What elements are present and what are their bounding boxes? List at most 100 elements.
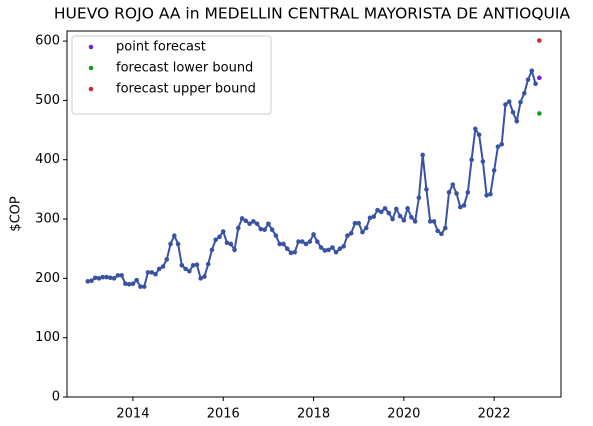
point xyxy=(363,225,369,231)
point xyxy=(205,261,211,267)
point xyxy=(138,284,143,289)
point xyxy=(194,262,200,268)
point xyxy=(360,229,365,235)
point xyxy=(307,239,313,244)
point xyxy=(284,246,290,252)
point xyxy=(288,250,294,256)
point xyxy=(330,245,335,250)
point xyxy=(228,241,234,247)
point xyxy=(537,38,542,43)
point xyxy=(111,276,117,281)
point xyxy=(510,109,516,115)
point xyxy=(254,221,260,227)
y-tick-label: 300 xyxy=(35,212,60,227)
point xyxy=(296,239,301,244)
y-tick-label: 400 xyxy=(35,152,60,167)
point xyxy=(126,281,132,287)
legend-marker xyxy=(88,86,94,92)
point xyxy=(514,118,520,124)
point xyxy=(85,279,91,284)
point xyxy=(247,221,252,227)
point xyxy=(439,231,444,237)
y-axis-label: $COP xyxy=(9,196,24,232)
point xyxy=(382,206,388,211)
legend-label: forecast lower bound xyxy=(116,61,253,76)
point xyxy=(235,225,241,231)
point xyxy=(435,228,441,234)
point xyxy=(172,233,177,238)
point xyxy=(345,233,350,238)
point xyxy=(123,281,128,287)
point xyxy=(160,264,166,269)
point xyxy=(262,227,267,233)
point xyxy=(465,190,471,195)
point xyxy=(442,225,448,231)
point xyxy=(356,220,362,226)
point xyxy=(266,221,271,227)
point xyxy=(190,263,196,268)
point xyxy=(303,241,309,247)
point xyxy=(341,244,346,249)
point xyxy=(518,99,523,105)
point xyxy=(521,90,527,96)
point xyxy=(506,99,512,104)
y-tick-label: 0 xyxy=(52,390,60,405)
point xyxy=(401,217,407,223)
x-tick-label: 2014 xyxy=(116,407,149,422)
point xyxy=(100,274,106,280)
y-tick-label: 600 xyxy=(35,34,60,49)
point xyxy=(420,152,425,158)
point xyxy=(198,276,203,281)
point xyxy=(378,209,384,215)
point xyxy=(371,214,377,219)
point xyxy=(397,213,403,219)
point xyxy=(461,203,467,208)
point xyxy=(183,266,188,272)
point xyxy=(141,284,147,289)
point xyxy=(213,237,218,243)
point xyxy=(480,159,486,164)
point xyxy=(281,241,286,247)
x-tick-label: 2020 xyxy=(387,407,420,422)
x-tick-label: 2018 xyxy=(297,407,330,422)
point xyxy=(153,271,158,277)
point xyxy=(322,248,328,253)
point xyxy=(525,77,531,82)
point xyxy=(89,278,94,284)
point xyxy=(473,126,478,132)
point xyxy=(367,215,373,221)
point xyxy=(175,241,181,247)
point xyxy=(416,195,422,200)
point xyxy=(333,249,339,255)
legend-label: point forecast xyxy=(116,40,206,55)
point xyxy=(168,241,173,247)
y-tick-label: 500 xyxy=(35,93,60,108)
point xyxy=(292,249,298,255)
legend-label: forecast upper bound xyxy=(116,82,256,97)
point xyxy=(134,277,139,283)
point xyxy=(96,276,102,281)
point xyxy=(348,230,354,236)
point xyxy=(130,281,136,287)
point xyxy=(476,132,482,138)
point xyxy=(484,193,489,198)
point xyxy=(145,270,151,275)
point xyxy=(469,157,474,163)
point xyxy=(394,206,399,212)
legend-marker xyxy=(88,44,94,50)
point xyxy=(537,75,542,81)
point xyxy=(450,182,456,187)
point xyxy=(495,144,501,149)
point xyxy=(239,216,245,221)
point xyxy=(220,229,226,234)
point xyxy=(446,190,452,195)
point xyxy=(318,245,324,250)
point xyxy=(251,219,256,224)
x-tick-label: 2022 xyxy=(478,407,511,422)
point xyxy=(209,247,215,253)
point xyxy=(533,81,538,87)
point xyxy=(243,218,249,224)
point xyxy=(179,263,185,268)
point xyxy=(431,219,437,224)
